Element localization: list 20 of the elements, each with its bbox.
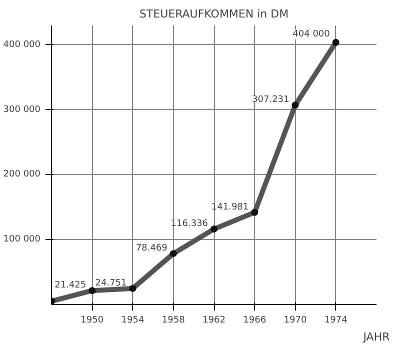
x-tick-label: 1966 — [243, 316, 266, 326]
x-tick-label: 1950 — [80, 316, 104, 326]
x-axis-title: JAHR — [362, 330, 390, 344]
data-label: 116.336 — [170, 219, 208, 230]
y-tick-label: 200 000 — [3, 170, 41, 180]
x-tick-label: 1970 — [284, 316, 307, 326]
x-tick-label: 1954 — [121, 316, 144, 326]
y-tick-label: 100 000 — [3, 234, 41, 245]
data-label: 307.231 — [252, 95, 290, 106]
data-label: 21.425 — [54, 280, 86, 291]
x-tick-label: 1958 — [162, 316, 186, 326]
x-tick-label: 1962 — [202, 316, 226, 326]
data-label: 78.469 — [136, 244, 168, 254]
y-tick-label: 400 000 — [3, 40, 41, 50]
data-label: 404 000 — [292, 29, 330, 40]
chart-title: STEUERAUFKOMMEN in DM — [139, 8, 289, 20]
data-label: 24.751 — [95, 278, 127, 288]
data-label: 141.981 — [211, 202, 249, 212]
y-tick-label: 300 000 — [3, 104, 41, 115]
x-tick-label: 1974 — [324, 316, 348, 326]
